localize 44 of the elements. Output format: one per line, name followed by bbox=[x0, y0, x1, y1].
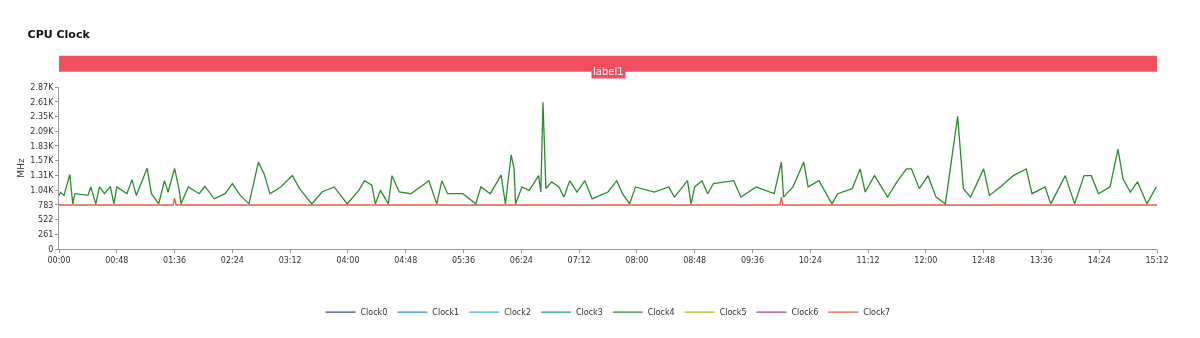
x-tick-label: 11:12 bbox=[856, 255, 880, 265]
x-tick-label: 03:12 bbox=[278, 255, 302, 265]
x-tick-label: 12:48 bbox=[972, 255, 996, 265]
legend-label: Clock5 bbox=[719, 308, 747, 318]
y-tick-label: 1.57K bbox=[30, 156, 55, 166]
legend-label: Clock2 bbox=[504, 308, 531, 318]
x-tick-label: 00:48 bbox=[105, 255, 129, 265]
x-tick-label: 05:36 bbox=[452, 255, 476, 265]
x-tick-label: 08:00 bbox=[625, 255, 649, 265]
x-tick-label: 04:48 bbox=[394, 255, 418, 265]
y-tick-label: 522 bbox=[38, 215, 54, 225]
legend-label: Clock0 bbox=[360, 308, 388, 318]
x-tick-label: 14:24 bbox=[1087, 255, 1111, 265]
x-tick-label: 15:12 bbox=[1145, 255, 1169, 265]
y-tick-label: 2.87K bbox=[30, 82, 55, 92]
x-tick-label: 01:36 bbox=[163, 255, 187, 265]
chart-title: CPU Clock bbox=[27, 27, 91, 41]
band-label: label1 bbox=[593, 66, 624, 77]
y-tick-label: 783 bbox=[38, 200, 54, 210]
x-tick-label: 10:24 bbox=[798, 255, 822, 265]
y-tick-label: 2.61K bbox=[30, 97, 55, 107]
line-series bbox=[59, 101, 1157, 205]
y-tick-label: 0 bbox=[48, 244, 54, 254]
y-tick-label: 261 bbox=[38, 230, 54, 240]
x-tick-label: 06:24 bbox=[509, 255, 533, 265]
x-tick-label: 12:00 bbox=[914, 255, 938, 265]
y-axis-title: MHz bbox=[15, 158, 26, 178]
x-tick-label: 09:36 bbox=[740, 255, 764, 265]
x-tick-label: 04:00 bbox=[336, 255, 360, 265]
y-tick-label: 2.35K bbox=[30, 112, 55, 122]
y-tick-label: 1.31K bbox=[30, 171, 55, 181]
legend-label: Clock4 bbox=[647, 308, 675, 318]
x-tick-label: 02:24 bbox=[220, 255, 244, 265]
x-tick-label: 13:36 bbox=[1029, 255, 1053, 265]
x-tick-label: 07:12 bbox=[567, 255, 591, 265]
legend-label: Clock3 bbox=[575, 308, 603, 318]
legend-label: Clock7 bbox=[863, 308, 891, 318]
x-tick-label: 00:00 bbox=[47, 255, 71, 265]
y-tick-label: 1.04K bbox=[30, 185, 55, 195]
legend-label: Clock6 bbox=[791, 308, 819, 318]
y-tick-label: 2.09K bbox=[30, 126, 55, 136]
x-tick-label: 08:48 bbox=[683, 255, 707, 265]
y-tick-label: 1.83K bbox=[30, 141, 55, 151]
legend-label: Clock1 bbox=[432, 308, 460, 318]
